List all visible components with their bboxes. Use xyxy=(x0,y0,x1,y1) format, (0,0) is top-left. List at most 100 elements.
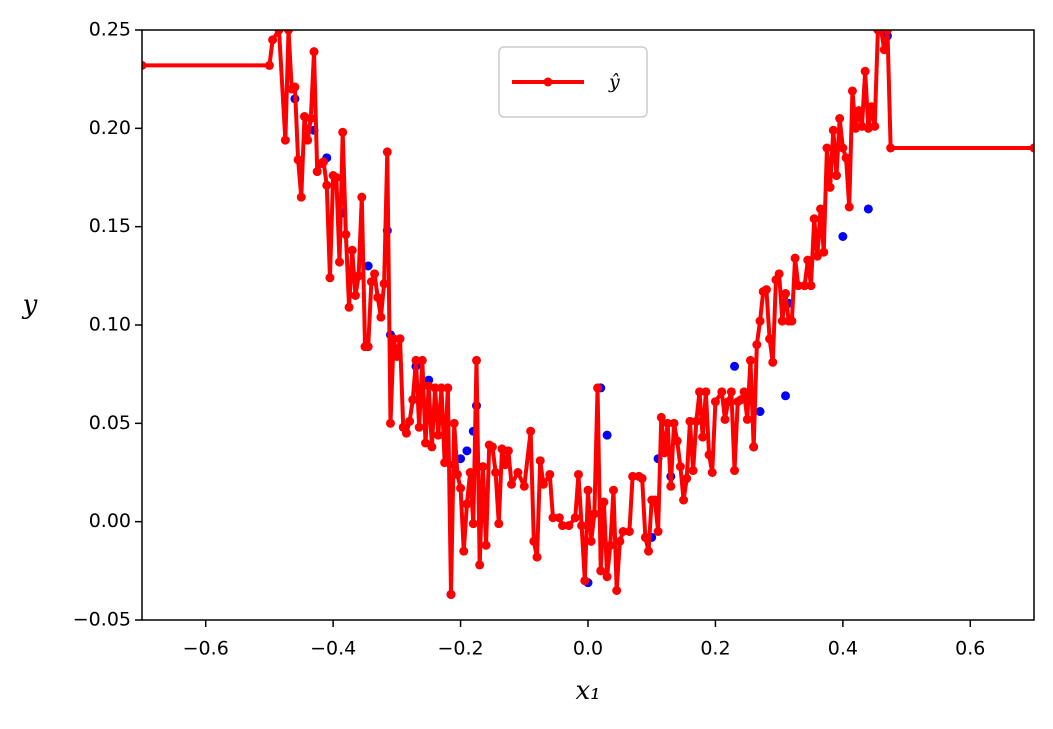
line-marker xyxy=(577,521,587,531)
line-marker xyxy=(373,292,383,302)
line-marker xyxy=(710,397,720,407)
line-marker xyxy=(752,340,762,350)
x-tick-label: −0.2 xyxy=(438,638,484,660)
line-marker xyxy=(401,428,411,438)
line-marker xyxy=(720,414,730,424)
line-marker xyxy=(322,180,332,190)
line-marker xyxy=(879,45,889,55)
line-marker xyxy=(548,513,558,523)
line-marker xyxy=(430,383,440,393)
line-marker xyxy=(341,230,351,240)
y-tick-label: 0.00 xyxy=(89,510,131,532)
line-marker xyxy=(809,214,819,224)
line-marker xyxy=(739,387,749,397)
line-marker xyxy=(659,448,669,458)
line-marker xyxy=(449,418,459,428)
line-marker xyxy=(354,271,364,281)
y-tick-label: 0.15 xyxy=(89,215,131,237)
line-marker xyxy=(280,135,290,145)
line-marker xyxy=(723,397,733,407)
line-marker xyxy=(825,182,835,192)
line-marker xyxy=(335,257,345,267)
line-marker xyxy=(570,513,580,523)
line-marker xyxy=(800,281,810,291)
line-marker xyxy=(663,418,673,428)
line-marker xyxy=(468,519,478,529)
line-marker xyxy=(787,316,797,326)
line-marker xyxy=(440,458,450,468)
line-marker xyxy=(726,387,736,397)
line-marker xyxy=(774,269,784,279)
data-point xyxy=(838,232,848,241)
line-marker xyxy=(503,446,513,456)
line-marker xyxy=(650,495,660,505)
line-marker xyxy=(761,285,771,295)
line-marker xyxy=(589,509,599,519)
line-marker xyxy=(500,460,510,470)
data-point xyxy=(462,446,472,456)
line-marker xyxy=(417,355,427,365)
y-tick-label: 0.20 xyxy=(89,117,131,139)
line-marker xyxy=(599,497,609,507)
data-point xyxy=(781,391,791,401)
line-marker xyxy=(274,30,284,35)
data-point xyxy=(863,204,873,214)
line-marker xyxy=(303,135,313,145)
x-tick-label: 0.6 xyxy=(955,638,985,660)
line-marker xyxy=(487,442,497,452)
line-marker xyxy=(475,560,485,570)
line-marker xyxy=(593,383,603,393)
line-marker xyxy=(742,414,752,424)
y-tick-label: 0.25 xyxy=(89,19,131,41)
line-marker xyxy=(309,47,319,57)
y-tick-label: −0.05 xyxy=(73,609,131,631)
line-marker xyxy=(612,586,622,595)
line-marker xyxy=(615,536,625,546)
line-marker xyxy=(838,143,848,153)
line-marker xyxy=(608,485,618,495)
line-marker xyxy=(370,269,380,279)
line-marker xyxy=(558,521,568,531)
line-marker xyxy=(628,471,638,481)
line-marker xyxy=(446,589,456,599)
line-marker xyxy=(478,462,488,472)
line-marker xyxy=(465,468,475,477)
line-marker xyxy=(296,192,306,202)
line-marker xyxy=(580,576,590,586)
line-marker xyxy=(376,312,386,322)
line-marker xyxy=(382,147,392,157)
line-marker xyxy=(781,289,791,299)
line-marker xyxy=(433,430,443,440)
line-marker xyxy=(749,442,759,452)
line-marker xyxy=(507,479,517,489)
line-marker xyxy=(666,481,676,491)
line-marker xyxy=(819,247,829,257)
x-tick-label: −0.6 xyxy=(183,638,229,660)
line-marker xyxy=(319,157,329,167)
legend-label: ŷ xyxy=(608,71,620,93)
line-marker xyxy=(691,416,701,426)
line-marker xyxy=(513,468,523,477)
y-axis-label: y xyxy=(22,290,38,320)
line-marker xyxy=(363,342,373,352)
x-tick-label: 0.2 xyxy=(700,638,730,660)
line-marker xyxy=(596,566,606,576)
line-marker xyxy=(456,483,466,493)
line-marker xyxy=(1029,143,1034,153)
x-tick-label: −0.4 xyxy=(310,638,356,660)
line-marker xyxy=(695,387,704,397)
line-marker xyxy=(644,546,654,556)
line-marker xyxy=(870,121,880,131)
line-marker xyxy=(736,395,746,405)
line-marker xyxy=(831,171,841,181)
line-marker xyxy=(867,102,877,112)
y-tick-label: 0.05 xyxy=(89,412,131,434)
data-point xyxy=(730,361,740,371)
line-marker xyxy=(405,416,415,426)
line-marker xyxy=(564,521,574,531)
line-marker xyxy=(583,485,593,495)
x-axis-label: x₁ xyxy=(575,676,600,706)
line-marker xyxy=(535,456,545,466)
line-marker xyxy=(573,469,583,479)
